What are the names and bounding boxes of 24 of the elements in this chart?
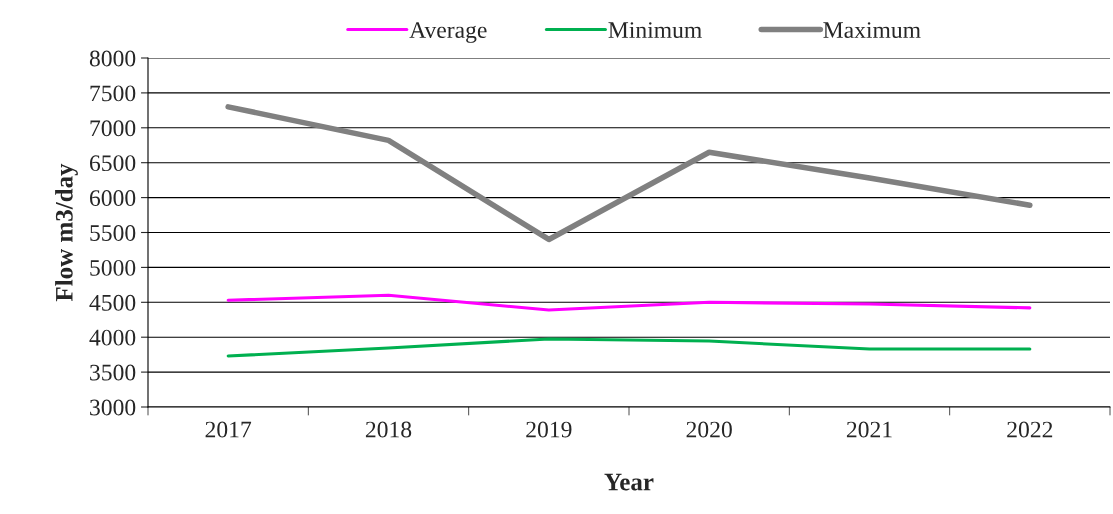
x-tick-label: 2019: [526, 421, 572, 438]
legend-label: Maximum: [823, 22, 921, 39]
y-tick-label: 5000: [90, 259, 136, 276]
y-tick-label: 5500: [90, 224, 136, 241]
y-tick-label: 7500: [90, 85, 136, 102]
line-series: [226, 293, 1032, 312]
y-tick-label: 8000: [89, 50, 136, 67]
line-series: [226, 337, 1032, 358]
x-tick-label: 2018: [365, 421, 412, 438]
y-tick-label: 3000: [90, 399, 136, 416]
y-tick-label: 4500: [89, 294, 136, 311]
x-tick-label: 2022: [1007, 421, 1053, 438]
y-axis-title: Flow m3/day: [55, 163, 78, 302]
x-axis-title: Year: [604, 473, 654, 491]
y-tick-label: 6000: [89, 190, 136, 207]
y-tick-label: 7000: [90, 120, 136, 137]
legend-label: Minimum: [608, 22, 702, 39]
x-tick-label: 2020: [686, 421, 732, 438]
legend-label: Average: [409, 22, 487, 43]
x-tick-label: 2017: [205, 421, 252, 438]
y-tick-label: 3500: [90, 364, 136, 381]
y-tick-label: 4000: [89, 329, 136, 346]
y-tick-label: 6500: [89, 155, 136, 172]
x-tick-label: 2021: [846, 421, 892, 438]
